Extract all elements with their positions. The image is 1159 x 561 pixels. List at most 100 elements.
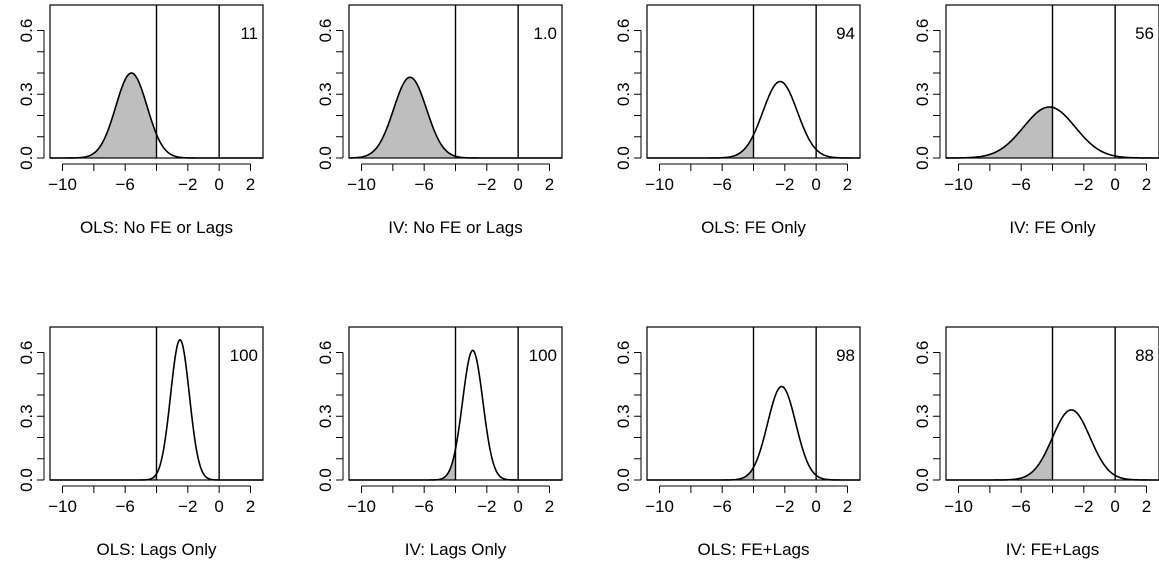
annotation-value: 94: [836, 24, 855, 43]
annotation-value: 56: [1135, 24, 1154, 43]
panel-7: −10 −6 −2 0 2 0.0 0.3 0.6 98 OLS: FE+Lags: [614, 326, 861, 559]
y-tick-label: 0.6: [17, 19, 36, 43]
y-tick-label: 0.6: [913, 341, 932, 365]
x-tick-label: 0: [1110, 497, 1119, 516]
x-tick-label: 0: [811, 497, 820, 516]
annotation-value: 88: [1135, 346, 1154, 365]
y-tick-label: 0.6: [614, 19, 633, 43]
x-tick-label: −2: [178, 175, 197, 194]
annotation-value: 1.0: [533, 24, 557, 43]
x-tick-label: −6: [1011, 175, 1030, 194]
shaded-tail-area: [647, 134, 754, 158]
plot-frame: [348, 4, 563, 159]
plot-frame: [646, 326, 861, 481]
x-tick-label: −10: [347, 497, 376, 516]
panel-caption: OLS: No FE or Lags: [80, 218, 233, 237]
y-tick-label: 0.6: [316, 341, 335, 365]
panel-6: −10 −6 −2 0 2 0.0 0.3 0.6 100 IV: Lags Only: [316, 326, 563, 559]
annotation-value: 98: [836, 346, 855, 365]
shaded-tail-area: [349, 77, 456, 158]
plot-frame: [646, 4, 861, 159]
y-tick-label: 0.0: [614, 468, 633, 492]
x-tick-label: −6: [414, 175, 433, 194]
panel-caption: IV: FE+Lags: [1006, 540, 1099, 559]
x-tick-label: 2: [1142, 175, 1151, 194]
panel-caption: IV: Lags Only: [405, 540, 507, 559]
x-tick-label: 0: [214, 175, 223, 194]
panel-caption: OLS: FE+Lags: [698, 540, 810, 559]
x-tick-label: −6: [115, 497, 134, 516]
x-tick-label: −10: [48, 175, 77, 194]
x-tick-label: −10: [347, 175, 376, 194]
shaded-tail-area: [349, 449, 456, 480]
plot-frame: [945, 4, 1159, 159]
shaded-tail-area: [946, 107, 1053, 158]
x-tick-label: −6: [712, 175, 731, 194]
x-tick-label: 0: [811, 175, 820, 194]
x-tick-label: −6: [712, 497, 731, 516]
panel-3: −10 −6 −2 0 2 0.0 0.3 0.6 94 OLS: FE Only: [614, 4, 861, 237]
plot-frame: [49, 4, 264, 159]
y-tick-label: 0.6: [913, 19, 932, 43]
x-tick-label: 2: [1142, 497, 1151, 516]
y-tick-label: 0.6: [316, 19, 335, 43]
x-tick-label: −6: [414, 497, 433, 516]
annotation-value: 100: [529, 346, 557, 365]
y-tick-label: 0.3: [614, 404, 633, 428]
panel-caption: OLS: Lags Only: [96, 540, 217, 559]
x-tick-label: 2: [246, 175, 255, 194]
y-tick-label: 0.0: [614, 146, 633, 170]
plot-frame: [49, 326, 264, 481]
panel-5: −10 −6 −2 0 2 0.0 0.3 0.6 100 OLS: Lags Only: [17, 326, 264, 559]
shaded-tail-area: [50, 73, 157, 158]
x-tick-label: −10: [48, 497, 77, 516]
panel-4: −10 −6 −2 0 2 0.0 0.3 0.6 56 IV: FE Only: [913, 4, 1159, 237]
annotation-value: 11: [240, 24, 258, 43]
x-tick-label: −2: [775, 497, 794, 516]
x-tick-label: −2: [178, 497, 197, 516]
panel-caption: IV: No FE or Lags: [388, 218, 522, 237]
x-tick-label: −6: [1011, 497, 1030, 516]
y-tick-label: 0.0: [316, 146, 335, 170]
y-tick-label: 0.0: [17, 146, 36, 170]
y-tick-label: 0.6: [17, 341, 36, 365]
x-tick-label: −10: [944, 497, 973, 516]
x-tick-label: 2: [545, 175, 554, 194]
x-tick-label: −2: [477, 497, 496, 516]
y-tick-label: 0.6: [614, 341, 633, 365]
y-tick-label: 0.3: [17, 82, 36, 106]
panel-2: −10 −6 −2 0 2 0.0 0.3 0.6 1.0 IV: No FE or Lags: [316, 4, 563, 237]
x-tick-label: 0: [513, 497, 522, 516]
y-tick-label: 0.3: [316, 404, 335, 428]
plot-frame: [945, 326, 1159, 481]
y-tick-label: 0.0: [17, 468, 36, 492]
plot-frame: [348, 326, 563, 481]
x-tick-label: −6: [115, 175, 134, 194]
x-tick-label: 2: [545, 497, 554, 516]
y-tick-label: 0.0: [316, 468, 335, 492]
x-tick-label: 2: [843, 497, 852, 516]
shaded-tail-area: [50, 473, 157, 480]
y-tick-label: 0.3: [913, 82, 932, 106]
annotation-value: 100: [230, 346, 258, 365]
x-tick-label: −2: [1074, 497, 1093, 516]
panel-caption: OLS: FE Only: [701, 218, 806, 237]
shaded-tail-area: [647, 467, 754, 480]
x-tick-label: 2: [246, 497, 255, 516]
y-tick-label: 0.0: [913, 146, 932, 170]
y-tick-label: 0.3: [614, 82, 633, 106]
x-tick-label: 0: [214, 497, 223, 516]
panel-8: −10 −6 −2 0 2 0.0 0.3 0.6 88 IV: FE+Lags: [913, 326, 1159, 559]
x-tick-label: −10: [645, 175, 674, 194]
x-tick-label: −2: [477, 175, 496, 194]
panel-caption: IV: FE Only: [1009, 218, 1096, 237]
panel-1: −10 −6 −2 0 2 0.0 0.3 0.6 11 OLS: No FE or Lags: [17, 4, 264, 237]
y-tick-label: 0.3: [913, 404, 932, 428]
x-tick-label: −2: [775, 175, 794, 194]
y-tick-label: 0.3: [316, 82, 335, 106]
x-tick-label: 0: [1110, 175, 1119, 194]
x-tick-label: −10: [645, 497, 674, 516]
x-tick-label: 0: [513, 175, 522, 194]
y-tick-label: 0.0: [913, 468, 932, 492]
